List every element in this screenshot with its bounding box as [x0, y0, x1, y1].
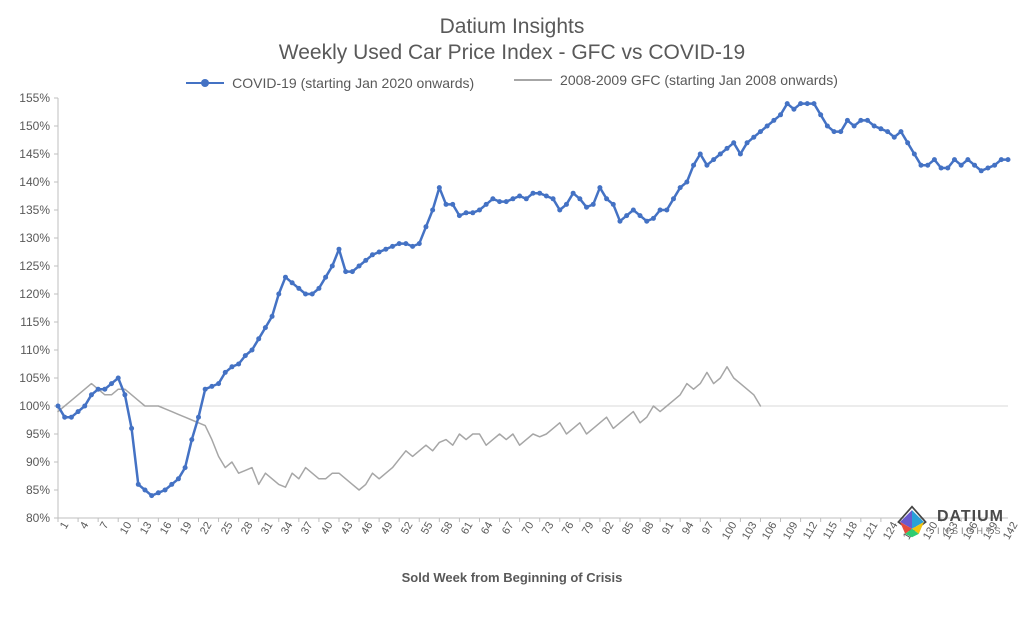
x-tick-label: 19 — [178, 520, 195, 537]
plot-area — [58, 98, 1008, 518]
x-tick-label: 25 — [219, 520, 236, 537]
x-tick-label: 16 — [158, 520, 175, 537]
x-tick-label: 94 — [680, 520, 697, 537]
y-tick-label: 155% — [19, 91, 50, 105]
x-tick-label: 34 — [279, 520, 296, 537]
x-tick-label: 67 — [500, 520, 517, 537]
y-tick-label: 125% — [19, 259, 50, 273]
logo-brand: DATIUM — [937, 508, 1004, 526]
chart-title-2: Weekly Used Car Price Index - GFC vs COV… — [0, 40, 1024, 66]
y-tick-label: 80% — [26, 511, 50, 525]
x-tick-label: 70 — [520, 520, 537, 537]
legend-item-gfc: 2008-2009 GFC (starting Jan 2008 onwards… — [514, 72, 838, 88]
x-tick-label: 100 — [720, 520, 740, 542]
x-tick-label: 28 — [239, 520, 256, 537]
chart-titles: Datium Insights Weekly Used Car Price In… — [0, 14, 1024, 67]
logo-sub: INSIGHTS — [937, 526, 1004, 536]
x-tick-label: 109 — [781, 520, 801, 542]
x-tick-label: 31 — [259, 520, 276, 537]
chart-container: Datium Insights Weekly Used Car Price In… — [0, 0, 1024, 617]
x-tick-label: 106 — [760, 520, 780, 542]
y-tick-label: 90% — [26, 455, 50, 469]
x-tick-label: 103 — [740, 520, 760, 542]
x-tick-label: 10 — [118, 520, 135, 537]
x-tick-label: 61 — [459, 520, 476, 537]
x-tick-label: 43 — [339, 520, 356, 537]
x-tick-label: 64 — [479, 520, 496, 537]
x-tick-label: 85 — [620, 520, 637, 537]
x-tick-label: 1 — [58, 520, 71, 531]
datium-logo-text: DATIUM INSIGHTS — [937, 508, 1004, 536]
x-tick-label: 58 — [439, 520, 456, 537]
y-tick-label: 105% — [19, 371, 50, 385]
y-tick-label: 100% — [19, 399, 50, 413]
x-tick-label: 40 — [319, 520, 336, 537]
x-tick-label: 22 — [198, 520, 215, 537]
y-axis-ticks: 80%85%90%95%100%105%110%115%120%125%130%… — [0, 98, 56, 518]
x-tick-label: 91 — [660, 520, 677, 537]
x-tick-label: 7 — [98, 520, 111, 531]
x-tick-label: 37 — [299, 520, 316, 537]
y-tick-label: 120% — [19, 287, 50, 301]
x-tick-label: 82 — [600, 520, 617, 537]
y-tick-label: 130% — [19, 231, 50, 245]
legend-swatch-covid — [186, 76, 224, 90]
x-tick-label: 49 — [379, 520, 396, 537]
x-tick-label: 55 — [419, 520, 436, 537]
x-tick-label: 4 — [78, 520, 91, 531]
chart-legend: COVID-19 (starting Jan 2020 onwards) 200… — [0, 72, 1024, 91]
y-tick-label: 115% — [20, 315, 50, 329]
y-tick-label: 95% — [26, 427, 50, 441]
y-tick-label: 110% — [20, 343, 50, 357]
y-tick-label: 150% — [19, 119, 50, 133]
legend-label-gfc: 2008-2009 GFC (starting Jan 2008 onwards… — [560, 72, 838, 88]
x-tick-label: 115 — [821, 520, 840, 541]
x-tick-label: 76 — [560, 520, 577, 537]
x-tick-label: 112 — [801, 520, 820, 541]
chart-title-1: Datium Insights — [0, 14, 1024, 40]
x-axis-ticks: 1471013161922252831343740434649525558616… — [58, 520, 1008, 560]
y-tick-label: 85% — [26, 483, 50, 497]
datium-logo: DATIUM INSIGHTS — [895, 505, 1004, 539]
datium-logo-icon — [895, 505, 929, 539]
legend-label-covid: COVID-19 (starting Jan 2020 onwards) — [232, 75, 474, 91]
x-tick-label: 46 — [359, 520, 376, 537]
x-tick-label: 13 — [138, 520, 155, 537]
x-tick-label: 73 — [540, 520, 557, 537]
x-tick-label: 79 — [580, 520, 597, 537]
legend-item-covid: COVID-19 (starting Jan 2020 onwards) — [186, 75, 474, 91]
x-tick-label: 97 — [700, 520, 717, 537]
x-tick-label: 121 — [861, 520, 881, 542]
y-tick-label: 140% — [19, 175, 50, 189]
legend-swatch-gfc — [514, 73, 552, 87]
x-tick-label: 88 — [640, 520, 657, 537]
x-tick-label: 118 — [841, 520, 860, 541]
x-tick-label: 142 — [1001, 520, 1021, 542]
y-tick-label: 135% — [19, 203, 50, 217]
x-tick-label: 52 — [399, 520, 416, 537]
x-axis-label: Sold Week from Beginning of Crisis — [0, 570, 1024, 585]
y-tick-label: 145% — [19, 147, 50, 161]
